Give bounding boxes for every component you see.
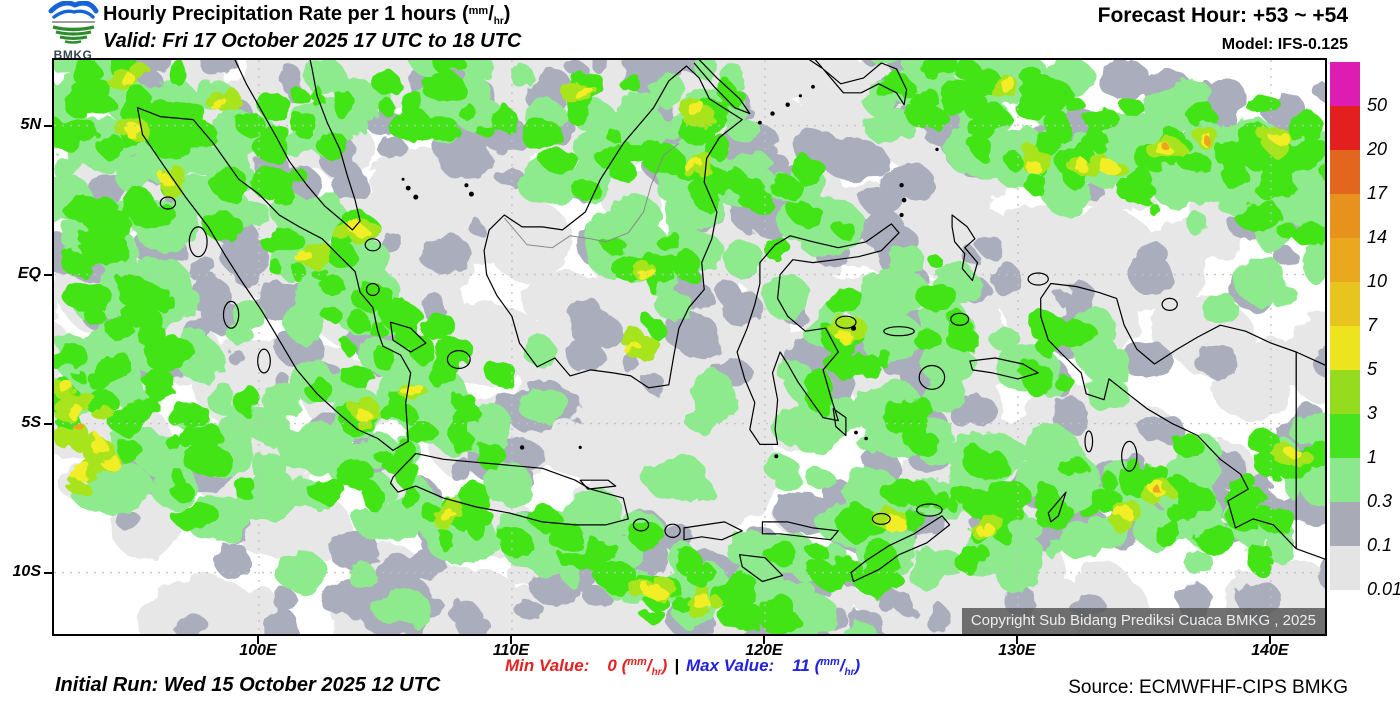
map-frame: Copyright Sub Bidang Prediksi Cuaca BMKG… xyxy=(52,58,1327,636)
lon-label: 100E xyxy=(239,642,277,659)
lon-tick xyxy=(1268,636,1271,644)
lat-tick xyxy=(44,422,52,425)
forecast-hour: Forecast Hour: +53 ~ +54 xyxy=(1097,4,1348,27)
min-value: 0 xyxy=(607,656,617,675)
colorbar-swatch xyxy=(1330,194,1360,238)
colorbar-label: 0.1 xyxy=(1367,535,1393,555)
lat-tick xyxy=(44,273,52,276)
lon-tick xyxy=(1015,636,1018,644)
source-label: Source: ECMWFHF-CIPS BMKG xyxy=(1068,677,1348,698)
colorbar-label: 20 xyxy=(1367,139,1388,159)
precip-map-svg xyxy=(54,60,1325,634)
lon-label: 130E xyxy=(998,642,1036,659)
colorbar-label: 5 xyxy=(1367,359,1378,379)
lat-tick xyxy=(44,124,52,127)
title-unit: (mm/hr) xyxy=(461,3,511,27)
lon-tick xyxy=(509,636,512,644)
minmax-separator: | xyxy=(674,656,679,675)
colorbar-swatch xyxy=(1330,414,1360,458)
lat-label: EQ xyxy=(17,264,41,282)
lat-label: 10S xyxy=(12,562,41,580)
colorbar-swatch xyxy=(1330,150,1360,194)
colorbar-swatch xyxy=(1330,282,1360,326)
colorbar-label: 50 xyxy=(1367,95,1388,115)
model-label: Model: IFS-0.125 xyxy=(1221,36,1348,53)
max-value-unit: (mm/hr) xyxy=(814,656,861,678)
initial-run: Initial Run: Wed 15 October 2025 12 UTC xyxy=(55,674,441,696)
lon-label: 140E xyxy=(1251,642,1289,659)
lat-label: 5N xyxy=(20,115,41,133)
bmkg-logo: BMKG xyxy=(44,0,102,61)
max-value: 11 xyxy=(792,656,810,675)
colorbar-label: 1 xyxy=(1367,447,1378,467)
lon-label: 120E xyxy=(745,642,783,659)
max-value-label: Max Value: xyxy=(686,656,775,675)
colorbar-swatch xyxy=(1330,546,1360,590)
page-title: Hourly Precipitation Rate per 1 hours (m… xyxy=(103,3,511,27)
colorbar-label: 0.01 xyxy=(1367,579,1400,599)
lon-tick xyxy=(762,636,765,644)
bmkg-logo-icon xyxy=(48,0,99,44)
colorbar-swatch xyxy=(1330,458,1360,502)
colorbar-swatch xyxy=(1330,370,1360,414)
valid-time: Valid: Fri 17 October 2025 17 UTC to 18 … xyxy=(103,30,522,52)
lat-tick xyxy=(44,571,52,574)
minmax-line: Min Value: 0 (mm/hr) | Max Value: 11 (mm/hr) xyxy=(505,656,860,678)
lat-label: 5S xyxy=(21,413,41,431)
colorbar-label: 17 xyxy=(1367,183,1388,203)
lon-label: 110E xyxy=(492,642,530,659)
min-value-label: Min Value: xyxy=(505,656,590,675)
colorbar xyxy=(1330,62,1360,590)
colorbar-label: 14 xyxy=(1367,227,1388,247)
colorbar-label: 3 xyxy=(1367,403,1378,423)
colorbar-swatch xyxy=(1330,326,1360,370)
precipitation-map xyxy=(54,60,1325,634)
min-value-unit: (mm/hr) xyxy=(621,656,668,678)
copyright-overlay: Copyright Sub Bidang Prediksi Cuaca BMKG… xyxy=(961,608,1325,634)
colorbar-swatch xyxy=(1330,502,1360,546)
colorbar-swatch xyxy=(1330,62,1360,106)
colorbar-swatch xyxy=(1330,238,1360,282)
colorbar-label: 0.3 xyxy=(1367,491,1393,511)
colorbar-swatch xyxy=(1330,106,1360,150)
colorbar-label: 10 xyxy=(1367,271,1388,291)
lon-tick xyxy=(256,636,259,644)
colorbar-label: 7 xyxy=(1367,315,1378,335)
